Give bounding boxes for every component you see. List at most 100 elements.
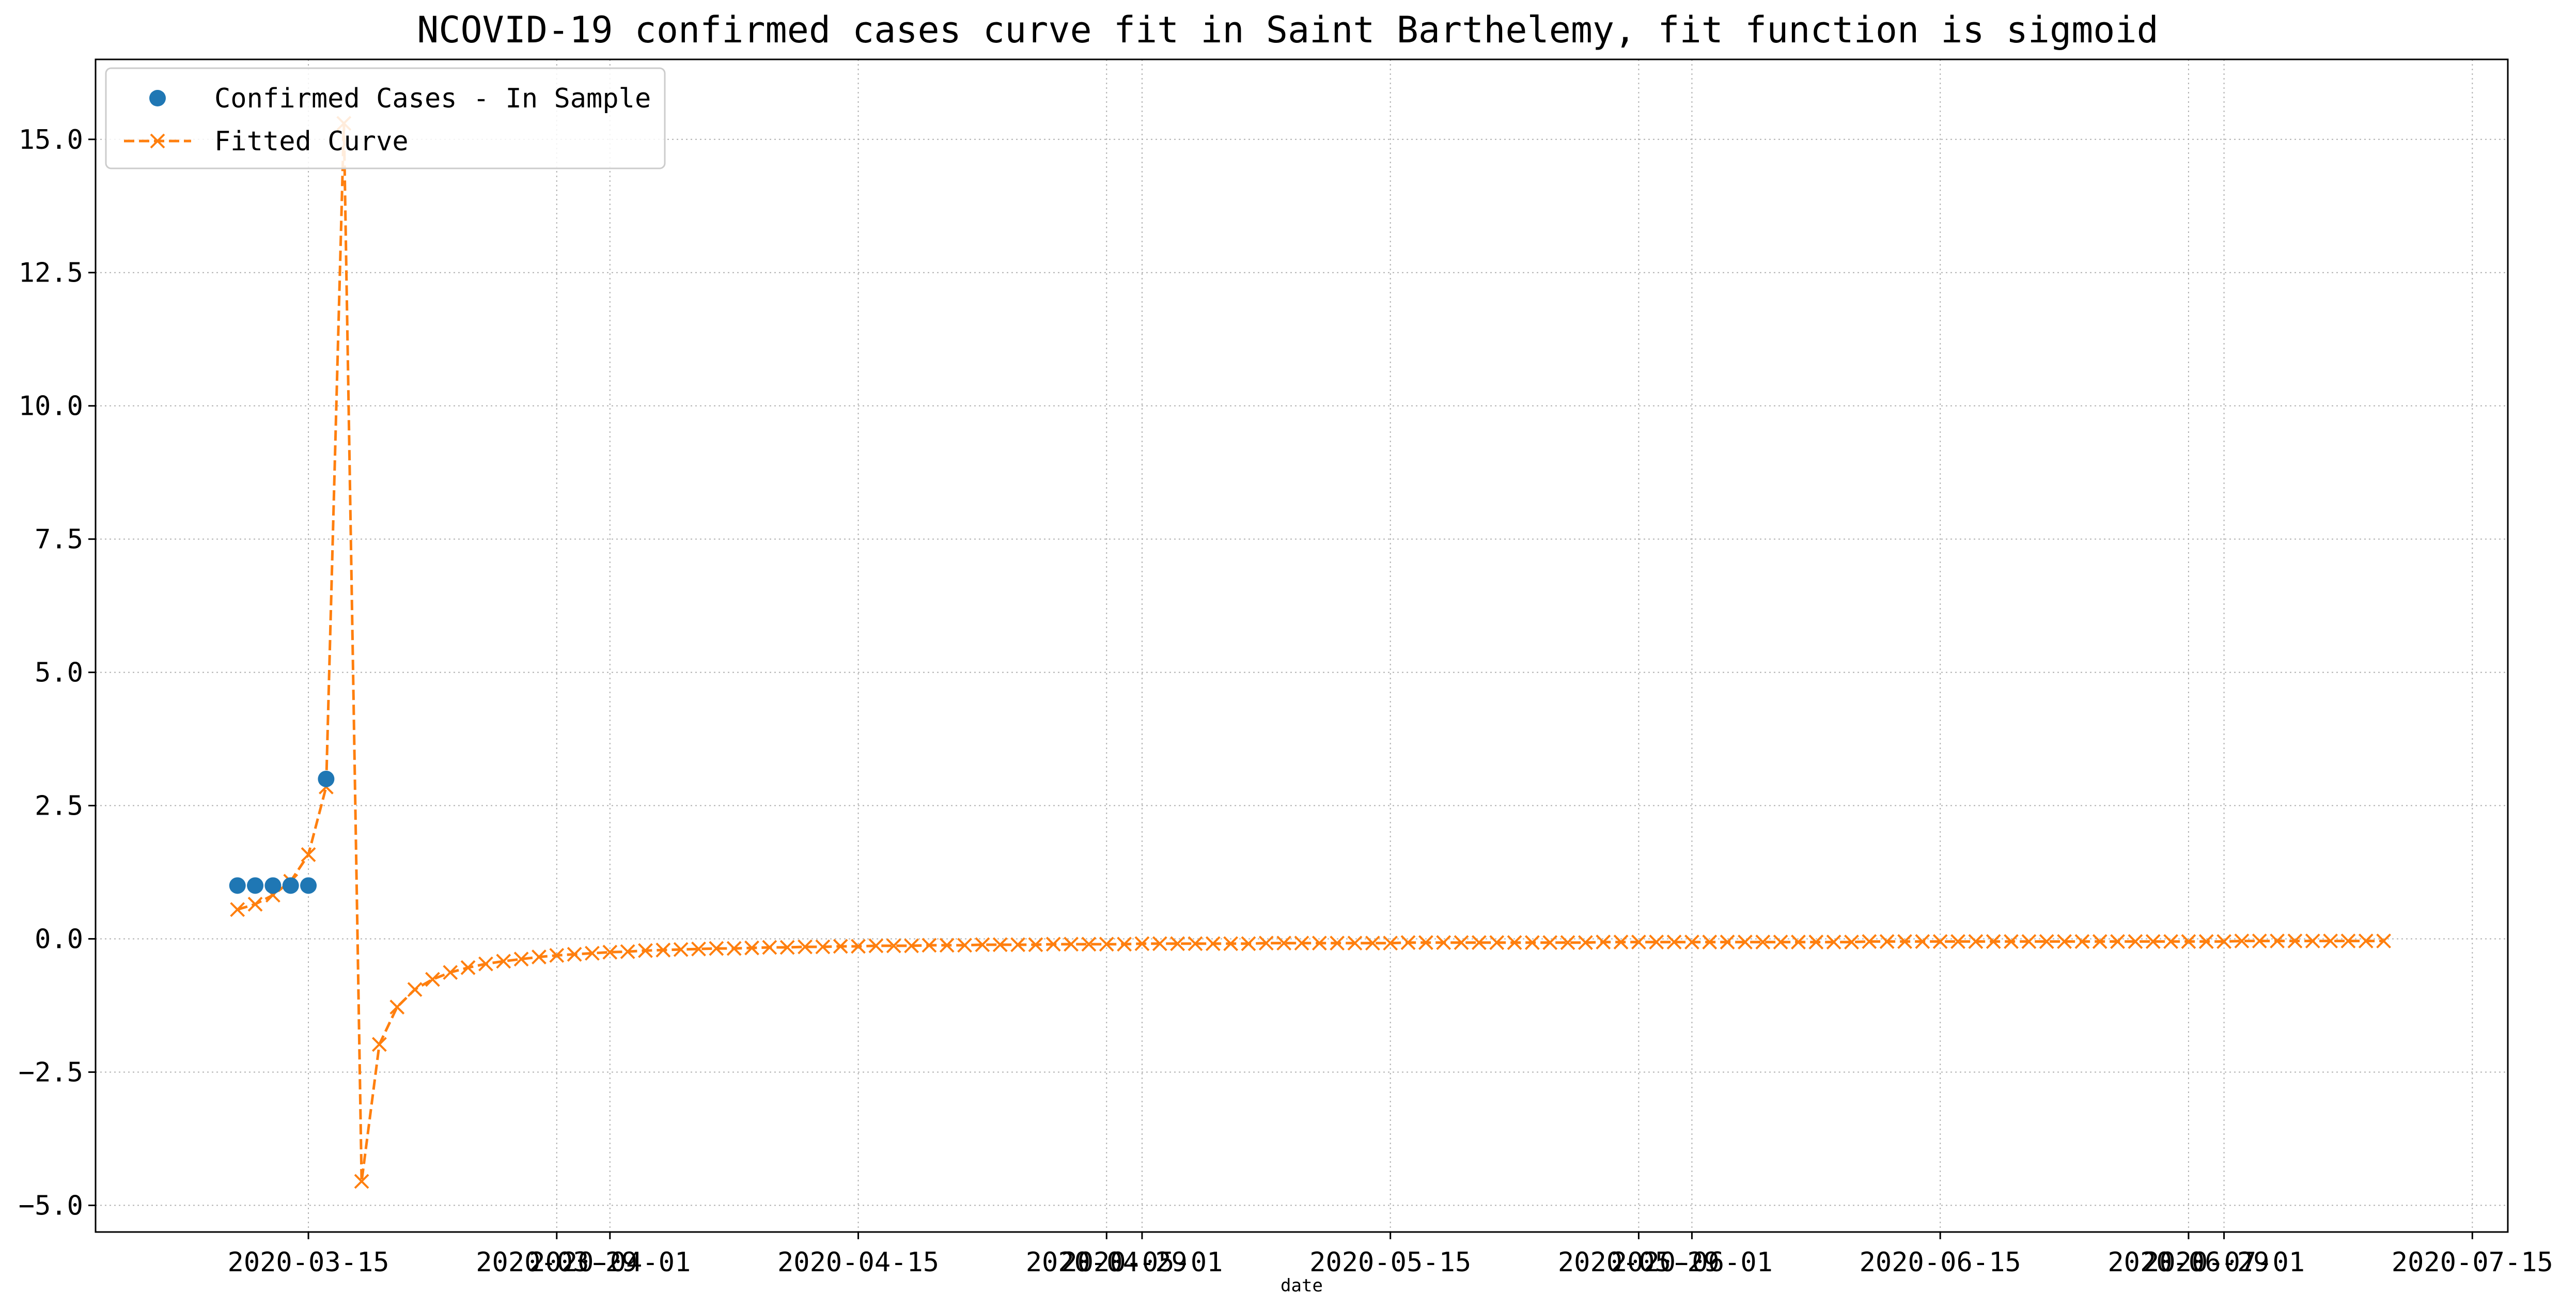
fitted-curve-marker [922, 938, 937, 953]
fitted-curve-marker [691, 941, 706, 957]
y-tick-label: 7.5 [35, 524, 83, 555]
fitted-curve-marker [354, 1174, 369, 1189]
legend-label-fitted: Fitted Curve [214, 126, 409, 157]
fitted-curve-marker [957, 938, 972, 953]
confirmed-case-point [229, 877, 246, 894]
fitted-curve-marker [2376, 933, 2392, 949]
fitted-curve-marker [1010, 937, 1026, 953]
fitted-curve-marker [620, 944, 635, 959]
fitted-curve-marker [904, 938, 919, 954]
fitted-curve-marker [567, 947, 582, 962]
fitted-curve-marker [2340, 933, 2356, 949]
x-tick-label: 2020-05-01 [1061, 1247, 1223, 1278]
fitted-curve-marker [638, 943, 653, 958]
legend-x-marker [150, 133, 165, 149]
x-tick-label: 2020-06-15 [1860, 1247, 2021, 1278]
fitted-curve-marker [1560, 935, 1575, 950]
fitted-curve-marker [815, 939, 831, 955]
fitted-curve-marker [460, 960, 476, 975]
fitted-curve-marker [726, 941, 742, 956]
fitted-curve-marker [1471, 935, 1487, 950]
legend-label-confirmed: Confirmed Cases - In Sample [214, 83, 651, 114]
fitted-curve-marker [1205, 936, 1221, 952]
x-tick-label: 2020-04-15 [777, 1247, 939, 1278]
fitted-curve-marker [585, 945, 600, 961]
fitted-curve-marker [1684, 934, 1699, 950]
fitted-curve-marker [1755, 934, 1771, 950]
fitted-curve-marker [779, 940, 795, 955]
confirmed-case-point [264, 877, 282, 894]
x-axis-label: date [1281, 1275, 1323, 1296]
fitted-curve-marker [247, 897, 263, 912]
fitted-curve-marker [2270, 933, 2285, 949]
fitted-curve-marker [2358, 933, 2374, 949]
fitted-curve-marker [2021, 934, 2037, 949]
fitted-curve-marker [2039, 934, 2054, 949]
legend: Confirmed Cases - In Sample Fitted Curve [105, 67, 666, 169]
fitted-curve-marker [2057, 934, 2072, 949]
fitted-curve-marker [2323, 933, 2338, 949]
fitted-curve-marker [2216, 934, 2232, 949]
fitted-curve-marker [1454, 935, 1469, 950]
fitted-curve-marker [975, 937, 990, 953]
fitted-curve-marker [407, 982, 423, 997]
fitted-curve-marker [2092, 934, 2107, 949]
fitted-curve-marker [230, 902, 245, 917]
fitted-curve-marker [2181, 934, 2196, 949]
fitted-curve-marker [1383, 935, 1398, 951]
fitted-curve-marker [886, 938, 901, 954]
plot-series [229, 116, 2392, 1189]
fitted-curve-marker [301, 847, 316, 862]
fitted-curve-marker [992, 937, 1008, 953]
y-tick-label: −5.0 [19, 1190, 83, 1221]
x-tick-label: 2020-03-15 [228, 1247, 389, 1278]
fitted-curve-marker [389, 1000, 405, 1015]
fitted-curve-marker [1045, 937, 1061, 952]
confirmed-case-point [282, 877, 299, 894]
fitted-curve-marker [1276, 935, 1292, 951]
fitted-curve-marker [2198, 934, 2214, 949]
fitted-curve-marker [868, 938, 884, 954]
x-tick-label: 2020-07-01 [2143, 1247, 2305, 1278]
fitted-curve-marker [1986, 934, 2001, 949]
fitted-curve-marker [1968, 934, 1984, 949]
fitted-curve-marker [549, 948, 565, 963]
fitted-curve-marker [1950, 934, 1965, 949]
fitted-curve-marker [1862, 934, 1877, 949]
fitted-curve-marker [1312, 935, 1327, 951]
fitted-curve-marker [1649, 934, 1664, 950]
confirmed-case-point [247, 877, 264, 894]
confirmed-case-point [318, 770, 335, 787]
fitted-curve-marker [1915, 934, 1930, 949]
fitted-curve-marker [478, 956, 493, 972]
fitted-curve-marker [2252, 933, 2267, 949]
fitted-curve-marker [1613, 934, 1629, 950]
fitted-curve-marker [1879, 934, 1895, 949]
x-tick-label: 2020-04-01 [529, 1247, 691, 1278]
chart-title: NCOVID-19 confirmed cases curve fit in S… [417, 9, 2158, 51]
y-tick-label: 12.5 [19, 258, 83, 289]
fitted-curve-marker [762, 940, 777, 955]
fitted-curve-marker [2145, 934, 2161, 949]
grid [96, 59, 2508, 1232]
fitted-curve-marker [2287, 933, 2303, 949]
fitted-curve-marker [709, 941, 724, 956]
fitted-curve-marker [744, 940, 759, 956]
x-tick-label: 2020-05-29 [1558, 1247, 1720, 1278]
fitted-curve-marker [1791, 934, 1806, 950]
series-confirmed-cases [229, 770, 335, 894]
y-tick-label: 10.0 [19, 391, 83, 422]
fitted-curve-marker [1897, 934, 1912, 949]
fitted-curve-marker [1134, 936, 1150, 952]
fitted-curve-marker [1578, 935, 1593, 950]
fitted-curve-marker [1418, 935, 1433, 950]
fitted-curve-marker [1808, 934, 1824, 950]
fitted-curve-marker [1170, 936, 1185, 952]
fitted-curve-marker [1631, 934, 1646, 950]
y-tick-label: 5.0 [35, 658, 83, 689]
fitted-curve-marker [939, 938, 955, 953]
fitted-curve-marker [1064, 937, 1079, 952]
